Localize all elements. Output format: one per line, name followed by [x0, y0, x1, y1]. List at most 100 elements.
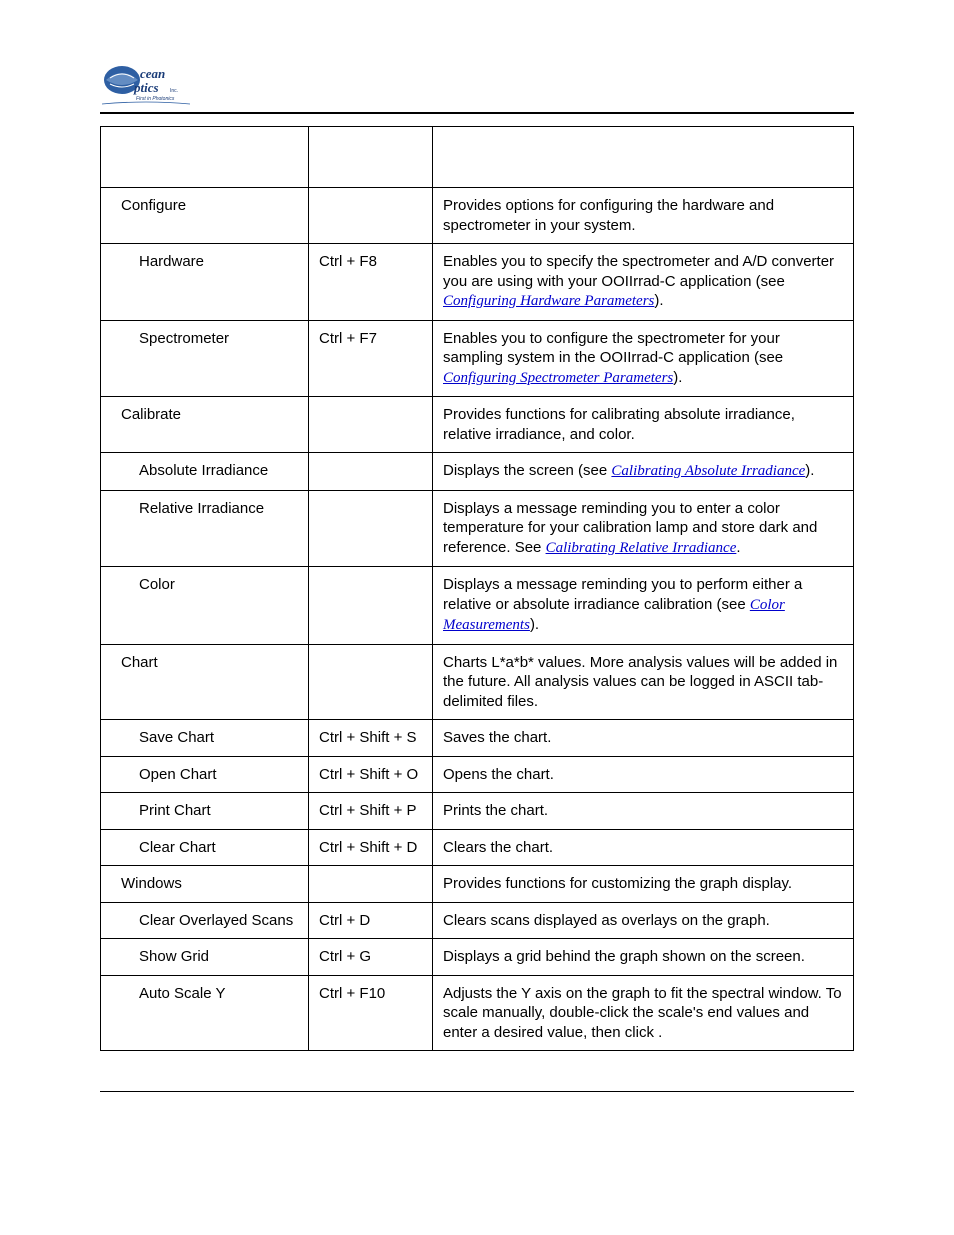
table-header-row — [101, 127, 854, 188]
menu-item-cell: Configure — [101, 188, 309, 244]
menu-item-label: Clear Chart — [111, 838, 216, 858]
menu-item-label: Clear Overlayed Scans — [111, 911, 293, 931]
description-cell: Saves the chart. — [433, 720, 854, 757]
doc-link[interactable]: Calibrating Relative Irradiance — [546, 540, 737, 556]
description-cell: Opens the chart. — [433, 756, 854, 793]
table-row: Open Chart Ctrl + Shift + OOpens the char… — [101, 756, 854, 793]
menu-item-label: Print Chart — [111, 801, 211, 821]
shortcut-cell: Ctrl + G — [309, 939, 433, 976]
brand-logo: cean ptics Inc. First in Photonics — [100, 60, 854, 108]
description-cell: Charts L*a*b* values. More analysis valu… — [433, 644, 854, 720]
description-text: Displays a grid behind the graph shown o… — [443, 948, 805, 965]
menu-item-cell: Spectrometer — [101, 320, 309, 397]
menu-item-cell: Hardware — [101, 244, 309, 321]
col-header-item — [101, 127, 309, 188]
menu-item-cell: Auto Scale Y — [101, 975, 309, 1051]
header-rule — [100, 112, 854, 114]
menu-item-label: Chart — [111, 653, 158, 673]
menu-item-cell: Print Chart — [101, 793, 309, 830]
description-text: Prints the chart. — [443, 802, 548, 819]
table-row: Auto Scale YCtrl + F10Adjusts the Y axis… — [101, 975, 854, 1051]
table-row: Configure Provides options for configurin… — [101, 188, 854, 244]
svg-text:ptics: ptics — [133, 80, 159, 95]
description-text: Enables you to configure the spectromete… — [443, 330, 783, 367]
description-text: Displays the screen (see — [443, 462, 611, 479]
table-row: Print Chart Ctrl + Shift + P Prints the ch… — [101, 793, 854, 830]
menu-item-label: Open Chart — [111, 765, 217, 785]
shortcut-cell — [309, 397, 433, 453]
table-row: Calibrate Provides functions for calibrat… — [101, 397, 854, 453]
menu-item-label: Hardware — [111, 252, 204, 272]
description-text: Enables you to specify the spectrometer … — [443, 253, 834, 290]
table-row: Windows Provides functions for customizin… — [101, 866, 854, 903]
shortcut-cell — [309, 453, 433, 491]
description-text: ). — [530, 616, 539, 633]
description-cell: Displays a message reminding you to perf… — [433, 567, 854, 645]
table-row: Absolute IrradianceDisplays the screen (… — [101, 453, 854, 491]
doc-link[interactable]: Configuring Hardware Parameters — [443, 293, 654, 309]
description-text: Displays a message reminding you to perf… — [443, 576, 802, 613]
menu-item-cell: Clear Chart — [101, 829, 309, 866]
shortcut-cell: Ctrl + F8 — [309, 244, 433, 321]
description-text: Provides functions for calibrating absol… — [443, 406, 795, 443]
table-row: Color Displays a message reminding you to… — [101, 567, 854, 645]
shortcut-cell — [309, 644, 433, 720]
description-cell: Displays a message reminding you to ente… — [433, 490, 854, 567]
table-row: Clear Overlayed ScansCtrl + DClears scan… — [101, 902, 854, 939]
menu-item-cell: Open Chart — [101, 756, 309, 793]
description-text: ). — [805, 462, 814, 479]
table-row: Show Grid Ctrl + G Displays a grid behind … — [101, 939, 854, 976]
shortcut-cell: Ctrl + Shift + D — [309, 829, 433, 866]
menu-item-cell: Calibrate — [101, 397, 309, 453]
description-cell: Prints the chart. — [433, 793, 854, 830]
description-cell: Provides functions for customizing the g… — [433, 866, 854, 903]
svg-text:cean: cean — [140, 66, 165, 81]
menu-item-cell: Relative Irradiance — [101, 490, 309, 567]
description-text: . — [736, 539, 740, 556]
document-page: cean ptics Inc. First in Photonics Confi… — [0, 0, 954, 1235]
doc-link[interactable]: Configuring Spectrometer Parameters — [443, 370, 673, 386]
menu-item-cell: Show Grid — [101, 939, 309, 976]
description-cell: Provides functions for calibrating absol… — [433, 397, 854, 453]
menu-item-label: Windows — [111, 874, 182, 894]
footer-rule — [100, 1091, 854, 1092]
col-header-description — [433, 127, 854, 188]
menu-item-label: Color — [111, 575, 175, 595]
description-text: Charts L*a*b* values. More analysis valu… — [443, 654, 837, 710]
menu-item-label: Relative Irradiance — [111, 499, 264, 519]
description-cell: Enables you to specify the spectrometer … — [433, 244, 854, 321]
doc-link[interactable]: Calibrating Absolute Irradiance — [611, 463, 805, 479]
description-cell: Clears scans displayed as overlays on th… — [433, 902, 854, 939]
table-row: SpectrometerCtrl + F7Enables you to conf… — [101, 320, 854, 397]
description-text: ). — [673, 369, 682, 386]
menu-item-cell: Windows — [101, 866, 309, 903]
description-cell: Displays the screen (see Calibrating Abs… — [433, 453, 854, 491]
description-text: Saves the chart. — [443, 729, 551, 746]
description-text: Provides options for configuring the har… — [443, 197, 774, 234]
col-header-shortcut — [309, 127, 433, 188]
menu-item-cell: Clear Overlayed Scans — [101, 902, 309, 939]
description-text: Clears scans displayed as overlays on th… — [443, 912, 770, 929]
shortcut-cell — [309, 188, 433, 244]
description-cell: Adjusts the Y axis on the graph to fit t… — [433, 975, 854, 1051]
table-row: Clear Chart Ctrl + Shift + D Clears the ch… — [101, 829, 854, 866]
shortcut-cell: Ctrl + Shift + O — [309, 756, 433, 793]
menu-item-cell: Chart — [101, 644, 309, 720]
svg-text:Inc.: Inc. — [170, 88, 178, 94]
description-cell: Provides options for configuring the har… — [433, 188, 854, 244]
shortcut-cell — [309, 567, 433, 645]
table-row: Save ChartCtrl + Shift + SSaves the char… — [101, 720, 854, 757]
description-cell: Displays a grid behind the graph shown o… — [433, 939, 854, 976]
shortcut-cell: Ctrl + Shift + P — [309, 793, 433, 830]
description-text: Provides functions for customizing the g… — [443, 875, 792, 892]
menu-item-cell: Color — [101, 567, 309, 645]
description-text: Clears the chart. — [443, 839, 553, 856]
table-row: Hardware Ctrl + F8 Enables you to specify … — [101, 244, 854, 321]
table-row: Relative Irradiance Displays a message re… — [101, 490, 854, 567]
description-text: Adjusts the Y axis on the graph to fit t… — [443, 985, 842, 1041]
shortcut-cell — [309, 490, 433, 567]
menu-item-label: Auto Scale Y — [111, 984, 225, 1004]
description-text: ). — [654, 292, 663, 309]
menu-item-label: Show Grid — [111, 947, 209, 967]
description-cell: Clears the chart. — [433, 829, 854, 866]
